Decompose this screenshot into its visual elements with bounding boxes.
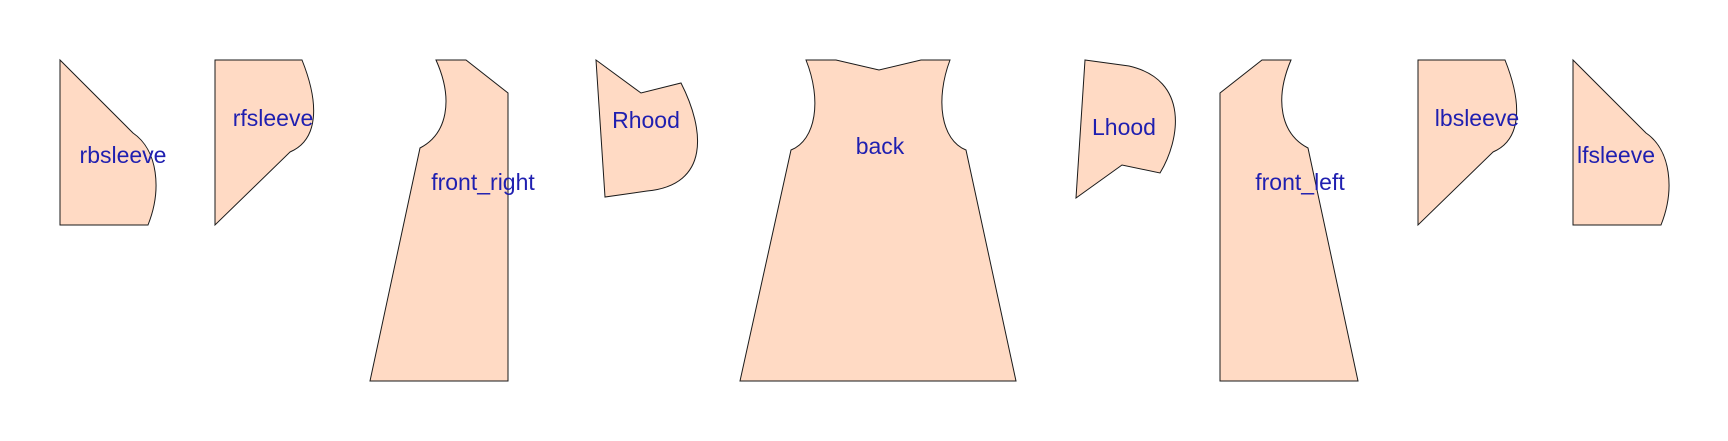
front-right-label: front_right: [431, 169, 535, 195]
rbsleeve-shape: [59, 58, 157, 226]
lbsleeve-shape: [1417, 59, 1518, 227]
piece-lfsleeve: lfsleeve: [1572, 58, 1670, 226]
piece-back: back: [739, 59, 1017, 382]
piece-front-right: front_right: [369, 59, 535, 382]
piece-front-left: front_left: [1219, 59, 1359, 382]
piece-lhood: Lhood: [1075, 59, 1176, 200]
rfsleeve-shape: [214, 59, 315, 227]
front-left-shape: [1219, 59, 1359, 382]
piece-lbsleeve: lbsleeve: [1417, 59, 1519, 227]
piece-rfsleeve: rfsleeve: [214, 59, 315, 227]
lhood-label: Lhood: [1092, 114, 1156, 140]
front-left-label: front_left: [1255, 169, 1345, 195]
front-right-shape: [369, 59, 509, 382]
lhood-shape: [1075, 59, 1176, 200]
back-label: back: [856, 133, 905, 159]
lfsleeve-shape: [1572, 58, 1670, 226]
rhood-shape: [595, 58, 699, 198]
rhood-label: Rhood: [612, 107, 680, 133]
rbsleeve-label: rbsleeve: [80, 142, 167, 168]
rfsleeve-label: rfsleeve: [233, 105, 314, 131]
piece-rhood: Rhood: [595, 58, 699, 198]
lfsleeve-label: lfsleeve: [1577, 142, 1655, 168]
back-shape: [739, 59, 1017, 382]
piece-rbsleeve: rbsleeve: [59, 58, 167, 226]
lbsleeve-label: lbsleeve: [1435, 105, 1519, 131]
